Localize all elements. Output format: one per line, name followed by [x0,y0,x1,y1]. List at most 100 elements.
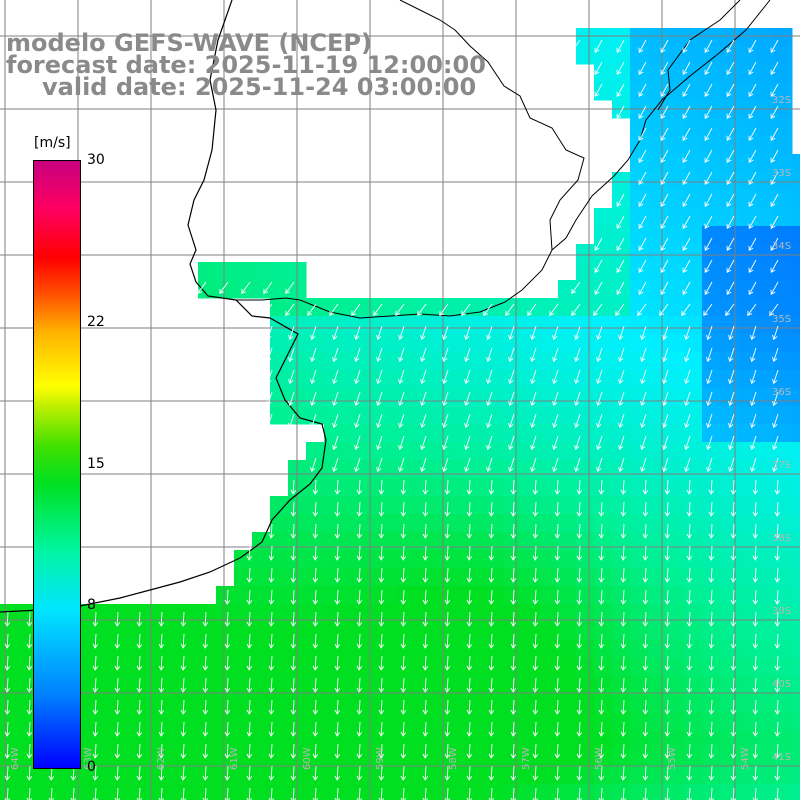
field-cell [648,568,667,587]
wind-arrow [290,523,297,539]
field-cell [432,658,451,677]
wind-arrow [312,523,319,539]
field-cell [468,460,487,479]
field-cell [180,658,199,677]
wind-arrow [354,413,361,429]
field-cell [396,784,415,800]
wind-arrow [354,347,361,363]
field-cell [414,640,433,659]
field-cell [630,712,649,731]
field-cell [774,604,793,623]
wind-arrow [708,523,715,539]
field-cell [756,640,775,659]
wind-arrow [596,325,603,341]
wind-arrow [488,501,495,517]
wind-arrow [268,545,275,561]
field-cell [666,262,685,281]
wind-arrow [576,699,583,715]
field-cell [612,622,631,641]
field-cell [756,370,775,389]
colorbar-tick-label: 22 [87,313,105,330]
wind-arrow [660,215,669,230]
wind-arrow [422,655,429,671]
wind-arrow [618,413,625,429]
wind-arrow [4,611,11,627]
field-cell [270,550,289,569]
wind-arrow [486,325,493,341]
field-cell [648,730,667,749]
wind-arrow [290,721,297,737]
wind-arrow [637,303,647,317]
field-cell [504,730,523,749]
field-cell [162,622,181,641]
wind-arrow [310,391,317,407]
wind-arrow [704,149,713,164]
field-cell [522,550,541,569]
wind-arrow [752,501,759,517]
wind-arrow [395,303,405,317]
wind-arrow [114,765,121,781]
field-cell [234,748,253,767]
field-cell [558,460,577,479]
wind-arrow [312,699,319,715]
wind-arrow [774,721,781,737]
field-cell [450,622,469,641]
field-cell [738,298,757,317]
field-cell [630,28,649,47]
wind-arrow [378,743,385,759]
field-cell [522,568,541,587]
wind-arrow [312,545,319,561]
wind-arrow [660,237,669,252]
field-cell [306,370,325,389]
field-cell [360,442,379,461]
wind-arrow [593,303,603,317]
wind-arrow [660,193,669,208]
field-cell [612,604,631,623]
field-cell [756,280,775,299]
field-cell [774,568,793,587]
field-cell [792,550,800,569]
field-cell [396,370,415,389]
field-cell [360,406,379,425]
longitude-label: 59W [375,747,386,770]
wind-arrow [638,105,647,120]
forecast-date: forecast date: 2025-11-19 12:00:00 [6,51,486,79]
field-cell [684,352,703,371]
wind-arrow [532,523,539,539]
wind-arrow [752,743,759,759]
field-cell [576,748,595,767]
field-cell [702,424,721,443]
field-cell [450,370,469,389]
wind-arrow [114,721,121,737]
wind-arrow [750,347,757,363]
field-cell [504,532,523,551]
field-cell [378,766,397,785]
wind-arrow [290,699,297,715]
field-cell [612,46,631,65]
wind-arrow [266,369,273,385]
field-cell [198,766,217,785]
wind-arrow [488,567,495,583]
wind-arrow [664,633,671,649]
field-cell [324,784,343,800]
field-cell [594,28,613,47]
field-cell [522,694,541,713]
wind-arrow [576,479,583,495]
field-cell [360,460,379,479]
wind-arrow [158,743,165,759]
field-cell [342,658,361,677]
wind-arrow [532,633,539,649]
longitude-label: 64W [10,747,21,770]
wind-arrow [728,413,735,429]
wind-arrow [510,721,517,737]
field-cell [792,532,800,551]
wind-arrow [312,589,319,605]
field-cell [468,442,487,461]
wind-arrow [594,83,603,98]
wind-arrow [530,347,537,363]
wind-arrow [268,523,275,539]
field-cell [360,352,379,371]
field-cell [396,316,415,335]
field-cell [360,676,379,695]
